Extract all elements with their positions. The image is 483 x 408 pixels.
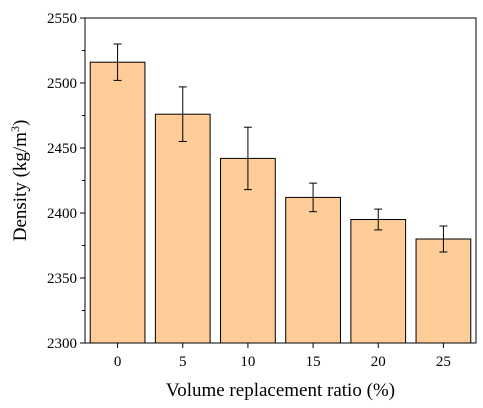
y-tick-label: 2550 [47,11,77,27]
y-tick-label: 2500 [47,76,77,92]
error-bar-5 [178,86,187,142]
error-bar-25 [439,225,448,253]
x-tick-label: 20 [371,354,386,370]
bar-0 [89,61,146,344]
bar-20 [350,219,407,344]
x-tick-label: 25 [436,354,451,370]
x-axis-title: Volume replacement ratio (%) [166,380,395,401]
bar-5 [154,113,211,344]
y-tick-label: 2350 [47,271,77,287]
error-bars-group [113,43,448,253]
bar-15 [285,196,341,344]
bars-group [89,61,472,344]
error-bar-20 [374,208,383,231]
y-axis-title-end: ) [10,120,31,126]
y-tick-label: 2300 [47,336,77,352]
error-bar-15 [309,182,318,213]
error-bar-0 [113,43,122,81]
y-tick-label: 2400 [47,206,77,222]
x-tick-label: 5 [179,354,187,370]
y-axis: 2300 2350 2400 2450 2500 2550 [47,11,85,352]
error-bar-10 [243,126,252,191]
x-axis: 0 5 10 15 20 25 [114,343,451,370]
x-tick-label: 0 [114,354,122,370]
y-axis-title-main: Density (kg/m [10,132,31,241]
y-axis-title-sup: 3 [8,126,22,132]
y-axis-title: Density (kg/m3) [8,120,31,242]
x-tick-label: 15 [306,354,321,370]
bar-25 [415,238,472,344]
x-tick-label: 10 [240,354,255,370]
y-tick-label: 2450 [47,141,77,157]
